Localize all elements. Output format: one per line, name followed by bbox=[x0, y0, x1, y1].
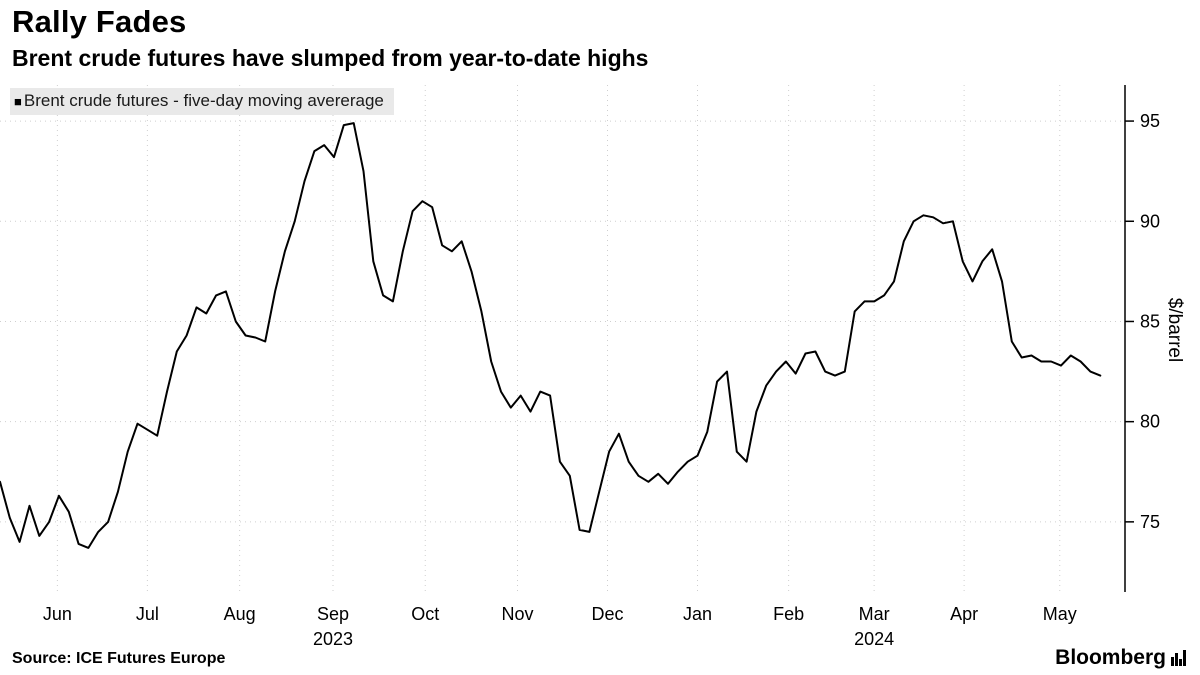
chart-title: Rally Fades bbox=[12, 4, 187, 39]
svg-text:Mar: Mar bbox=[859, 604, 890, 624]
svg-text:Nov: Nov bbox=[501, 604, 533, 624]
bloomberg-wordmark: Bloomberg bbox=[1055, 646, 1166, 669]
bloomberg-logo: Bloomberg bbox=[1055, 646, 1186, 670]
svg-text:May: May bbox=[1043, 604, 1077, 624]
svg-text:75: 75 bbox=[1140, 512, 1160, 532]
svg-text:Jul: Jul bbox=[136, 604, 159, 624]
svg-text:Aug: Aug bbox=[224, 604, 256, 624]
y-axis-title: $/barrel bbox=[1164, 297, 1185, 363]
svg-text:Jun: Jun bbox=[43, 604, 72, 624]
svg-text:90: 90 bbox=[1140, 211, 1160, 231]
bloomberg-bars-icon bbox=[1171, 650, 1186, 666]
chart-subtitle: Brent crude futures have slumped from ye… bbox=[12, 45, 649, 71]
svg-text:Sep: Sep bbox=[317, 604, 349, 624]
svg-text:Jan: Jan bbox=[683, 604, 712, 624]
svg-text:Apr: Apr bbox=[950, 604, 978, 624]
svg-text:2023: 2023 bbox=[313, 629, 353, 649]
svg-text:2024: 2024 bbox=[854, 629, 894, 649]
legend-marker-icon: ■ bbox=[14, 93, 22, 109]
svg-text:80: 80 bbox=[1140, 412, 1160, 432]
svg-text:95: 95 bbox=[1140, 111, 1160, 131]
svg-text:Oct: Oct bbox=[411, 604, 439, 624]
line-chart: 75 80 85 90 95 Jun Jul Aug Sep Oct Nov Dec Jan Feb Mar… bbox=[0, 85, 1160, 649]
source-text: Source: ICE Futures Europe bbox=[12, 650, 226, 667]
svg-text:Feb: Feb bbox=[773, 604, 804, 624]
legend: ■ Brent crude futures - five-day moving … bbox=[10, 88, 394, 115]
svg-text:Dec: Dec bbox=[591, 604, 623, 624]
legend-label: Brent crude futures - five-day moving av… bbox=[23, 91, 384, 110]
svg-text:85: 85 bbox=[1140, 311, 1160, 331]
